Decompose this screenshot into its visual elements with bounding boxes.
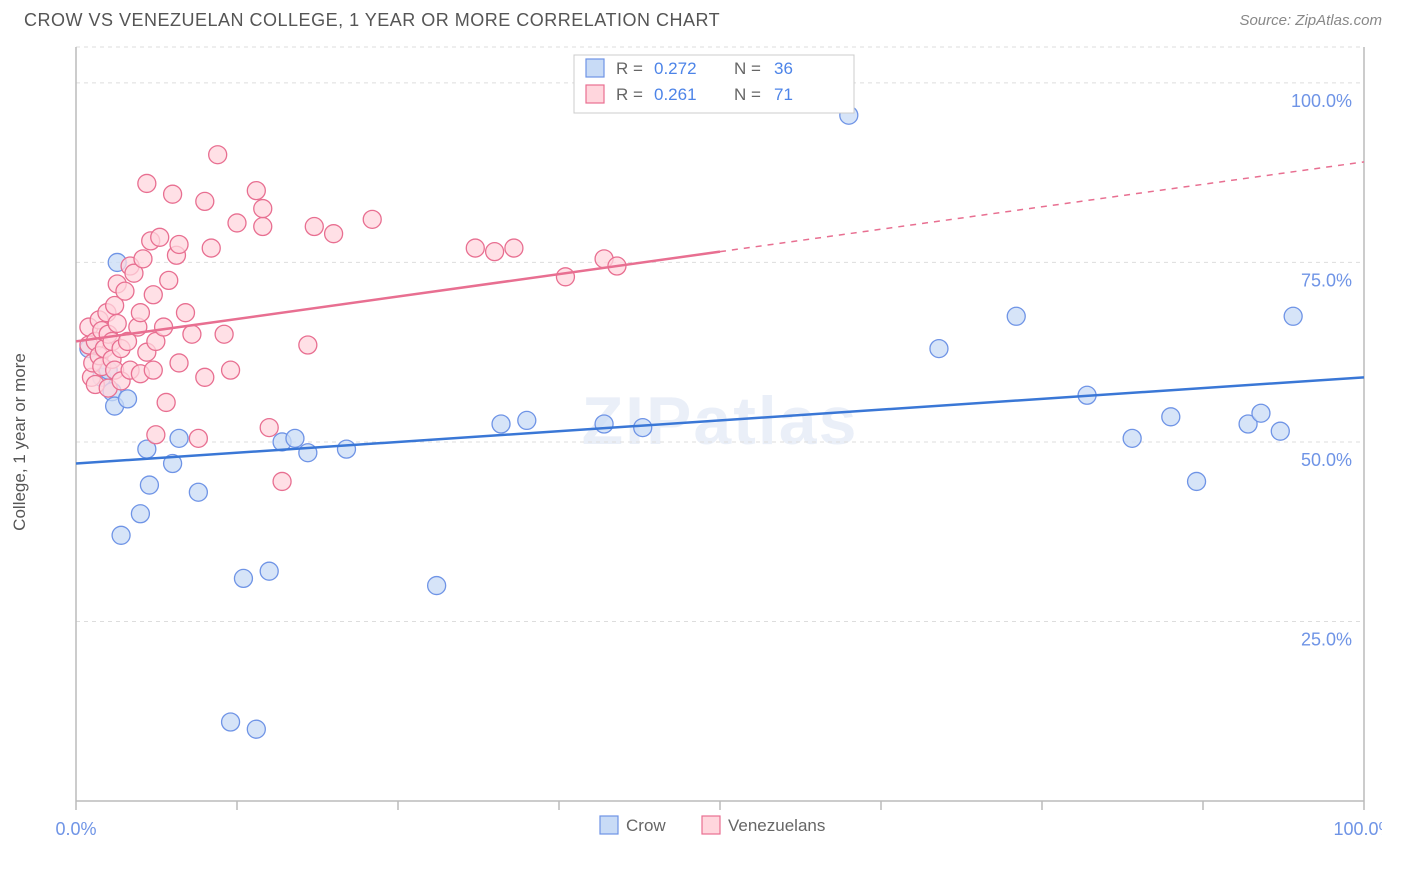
data-point — [183, 325, 201, 343]
data-point — [486, 243, 504, 261]
chart-source: Source: ZipAtlas.com — [1239, 12, 1382, 29]
x-tick-label-right: 100.0% — [1333, 819, 1382, 839]
data-point — [119, 390, 137, 408]
data-point — [1162, 408, 1180, 426]
data-point — [140, 476, 158, 494]
chart-container: College, 1 year or more ZIPatlas25.0%50.… — [24, 37, 1382, 847]
data-point — [222, 361, 240, 379]
data-point — [363, 210, 381, 228]
data-point — [209, 146, 227, 164]
data-point — [157, 393, 175, 411]
data-point — [466, 239, 484, 257]
legend-R-prefix: R = — [616, 59, 643, 78]
data-point — [144, 361, 162, 379]
data-point — [160, 271, 178, 289]
y-tick-label: 75.0% — [1301, 270, 1352, 290]
legend-N-value: 36 — [774, 59, 793, 78]
data-point — [164, 185, 182, 203]
data-point — [116, 282, 134, 300]
y-tick-label: 25.0% — [1301, 629, 1352, 649]
data-point — [273, 472, 291, 490]
scatter-chart: ZIPatlas25.0%50.0%75.0%100.0%R =0.272N =… — [24, 37, 1382, 847]
data-point — [131, 304, 149, 322]
data-point — [138, 174, 156, 192]
data-point — [595, 415, 613, 433]
data-point — [247, 720, 265, 738]
data-point — [196, 368, 214, 386]
legend-N-prefix: N = — [734, 59, 761, 78]
data-point — [1271, 422, 1289, 440]
data-point — [170, 354, 188, 372]
chart-title: CROW VS VENEZUELAN COLLEGE, 1 YEAR OR MO… — [24, 10, 720, 31]
data-point — [131, 505, 149, 523]
data-point — [1007, 307, 1025, 325]
data-point — [147, 426, 165, 444]
data-point — [215, 325, 233, 343]
data-point — [170, 429, 188, 447]
y-axis-label: College, 1 year or more — [10, 353, 30, 531]
data-point — [518, 411, 536, 429]
data-point — [492, 415, 510, 433]
y-tick-label: 50.0% — [1301, 450, 1352, 470]
legend-swatch — [600, 816, 618, 834]
legend-N-prefix: N = — [734, 85, 761, 104]
data-point — [222, 713, 240, 731]
legend-N-value: 71 — [774, 85, 793, 104]
x-tick-label-left: 0.0% — [55, 819, 96, 839]
legend-series-label: Venezuelans — [728, 816, 825, 835]
data-point — [170, 235, 188, 253]
data-point — [112, 526, 130, 544]
legend-swatch — [702, 816, 720, 834]
data-point — [260, 562, 278, 580]
data-point — [325, 225, 343, 243]
data-point — [930, 340, 948, 358]
data-point — [155, 318, 173, 336]
data-point — [634, 419, 652, 437]
data-point — [108, 314, 126, 332]
data-point — [1284, 307, 1302, 325]
legend-R-prefix: R = — [616, 85, 643, 104]
y-tick-label: 100.0% — [1291, 91, 1352, 111]
legend-series-label: Crow — [626, 816, 666, 835]
legend-swatch — [586, 85, 604, 103]
data-point — [254, 218, 272, 236]
data-point — [228, 214, 246, 232]
data-point — [428, 577, 446, 595]
data-point — [1188, 472, 1206, 490]
data-point — [254, 200, 272, 218]
data-point — [196, 192, 214, 210]
data-point — [202, 239, 220, 257]
legend-R-value: 0.272 — [654, 59, 697, 78]
data-point — [556, 268, 574, 286]
data-point — [189, 483, 207, 501]
legend-R-value: 0.261 — [654, 85, 697, 104]
data-point — [337, 440, 355, 458]
data-point — [1123, 429, 1141, 447]
data-point — [505, 239, 523, 257]
legend-swatch — [586, 59, 604, 77]
data-point — [234, 569, 252, 587]
data-point — [144, 286, 162, 304]
data-point — [189, 429, 207, 447]
data-point — [305, 218, 323, 236]
data-point — [1252, 404, 1270, 422]
chart-header: CROW VS VENEZUELAN COLLEGE, 1 YEAR OR MO… — [0, 0, 1406, 37]
data-point — [286, 429, 304, 447]
data-point — [299, 336, 317, 354]
data-point — [134, 250, 152, 268]
data-point — [151, 228, 169, 246]
data-point — [247, 182, 265, 200]
data-point — [260, 419, 278, 437]
data-point — [176, 304, 194, 322]
